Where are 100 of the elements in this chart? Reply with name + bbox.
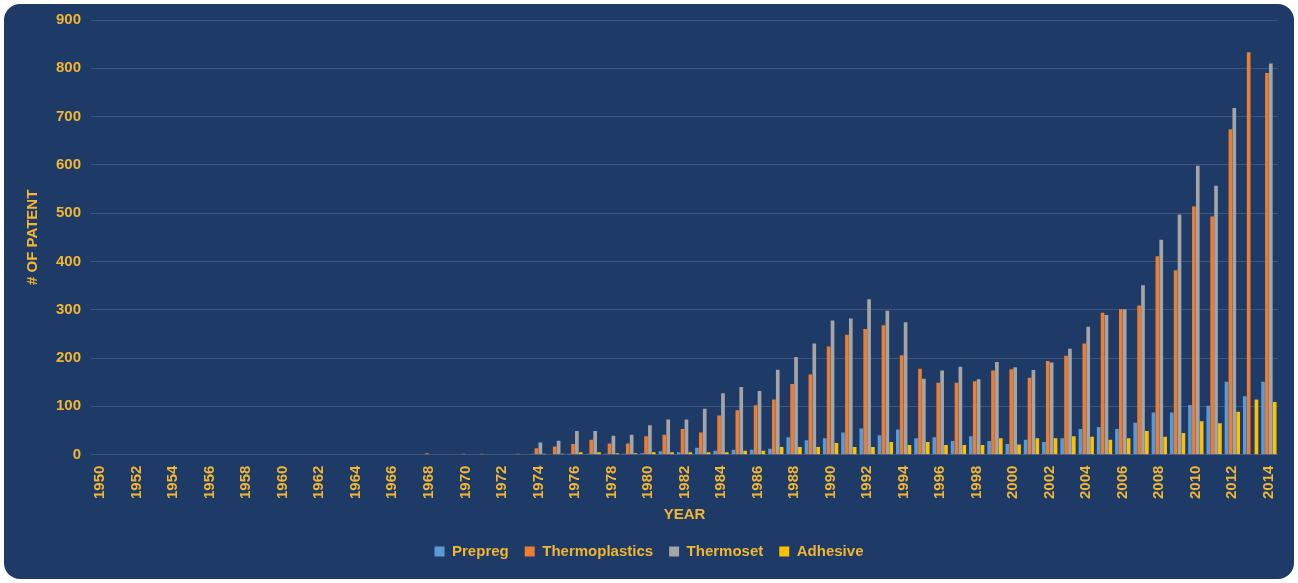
bar <box>987 441 991 455</box>
bar <box>1064 355 1068 455</box>
x-tick-label: 1954 <box>163 464 181 500</box>
bar <box>1086 326 1091 455</box>
bar <box>822 438 827 455</box>
bar <box>1145 430 1149 455</box>
bar <box>1195 165 1200 455</box>
bar <box>871 446 875 455</box>
bar <box>1261 381 1265 455</box>
bar <box>845 334 849 455</box>
x-tick-label: 1974 <box>528 464 546 500</box>
x-tick-label: 1960 <box>272 465 290 500</box>
bar <box>575 430 579 455</box>
x-tick-label: 2008 <box>1149 465 1167 500</box>
bar <box>1035 438 1040 455</box>
bar <box>695 447 699 455</box>
x-tick-label: 1988 <box>784 465 802 500</box>
bar <box>895 429 900 455</box>
x-tick-label: 1970 <box>455 465 473 500</box>
bar <box>899 355 904 455</box>
x-tick-label: 2014 <box>1259 464 1277 500</box>
x-tick-label: 1958 <box>236 465 254 500</box>
bar <box>1242 396 1247 455</box>
bar <box>1232 107 1237 455</box>
bar <box>1265 73 1269 455</box>
bar <box>940 370 944 455</box>
y-tick-label: 100 <box>56 396 82 414</box>
y-tick-label: 700 <box>56 106 82 124</box>
y-tick-label: 500 <box>56 203 82 221</box>
x-axis-title: YEAR <box>663 505 706 523</box>
bar <box>775 369 780 455</box>
y-tick-label: 400 <box>56 251 82 269</box>
x-tick-label: 2000 <box>1003 465 1021 500</box>
x-tick-label: 2010 <box>1185 465 1203 500</box>
x-tick-label: 1982 <box>674 465 692 500</box>
bar <box>944 444 948 455</box>
bar <box>1214 185 1218 455</box>
bar <box>1049 362 1054 455</box>
y-tick-label: 600 <box>56 155 82 173</box>
y-tick-label: 800 <box>56 58 82 76</box>
x-tick-label: 1992 <box>857 465 875 500</box>
bar <box>922 378 926 455</box>
bar <box>852 446 857 455</box>
bar <box>648 425 652 455</box>
x-tick-label: 2006 <box>1112 465 1130 500</box>
x-tick-label: 1984 <box>711 464 729 500</box>
bar <box>1272 401 1277 455</box>
bar <box>1017 444 1021 455</box>
bar <box>925 442 930 455</box>
bar <box>1119 309 1123 455</box>
bar <box>798 446 802 455</box>
bar <box>918 368 922 455</box>
bar <box>571 444 575 455</box>
bar <box>552 446 557 455</box>
x-tick-label: 1996 <box>930 465 948 500</box>
bar <box>889 442 894 455</box>
x-tick-label: 1952 <box>126 465 144 500</box>
bar <box>721 393 725 455</box>
bar <box>625 443 630 455</box>
bar <box>1042 442 1046 455</box>
bar <box>589 439 594 455</box>
bar <box>1236 411 1241 455</box>
bar <box>1133 422 1138 455</box>
bar <box>1115 429 1119 455</box>
bar <box>1169 412 1174 455</box>
x-tick-label: 1978 <box>601 465 619 500</box>
bar <box>1137 305 1141 455</box>
bar <box>936 382 941 455</box>
bar <box>998 438 1003 455</box>
bar <box>786 437 791 455</box>
x-tick-label: 1968 <box>419 465 436 500</box>
bar <box>867 299 871 455</box>
bar <box>1218 423 1222 455</box>
x-tick-label: 1950 <box>90 465 108 500</box>
bar <box>743 450 747 455</box>
bar <box>698 432 703 455</box>
y-tick-label: 0 <box>72 444 82 462</box>
bar <box>1108 439 1113 455</box>
legend-label: Prepreg <box>452 541 509 559</box>
bar <box>1009 369 1014 455</box>
x-tick-label: 2002 <box>1039 465 1057 500</box>
y-axis-title: # OF PATENT <box>23 189 41 285</box>
bar <box>995 361 999 455</box>
bar <box>713 450 718 455</box>
x-tick-label: 1964 <box>345 464 363 500</box>
bar <box>1188 404 1192 455</box>
bar <box>1268 63 1273 455</box>
bar <box>717 415 721 455</box>
bar <box>1082 343 1087 455</box>
bar <box>794 357 798 455</box>
legend-label: Adhesive <box>796 541 864 559</box>
y-tick-label: 900 <box>56 10 82 28</box>
x-tick-label: 1972 <box>492 465 510 500</box>
bar <box>885 310 890 455</box>
x-tick-label: 1986 <box>747 465 765 500</box>
bar <box>739 387 744 455</box>
x-tick-label: 1990 <box>820 465 838 500</box>
bar <box>772 399 776 455</box>
x-tick-label: 2012 <box>1222 465 1240 500</box>
bar <box>841 432 845 455</box>
